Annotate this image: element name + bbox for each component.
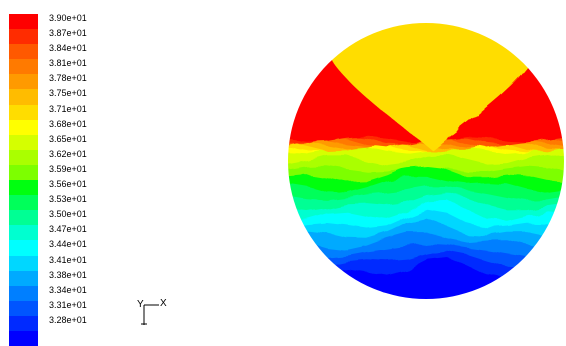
legend-row: 3.78e+01 [9, 73, 129, 90]
legend-label: 3.78e+01 [49, 73, 87, 84]
color-legend: 3.90e+01 3.87e+01 3.84e+01 3.81e+01 3.78e+01… [9, 13, 129, 346]
legend-swatch [9, 59, 38, 75]
legend-swatch [9, 285, 38, 301]
legend-label: 3.71e+01 [49, 103, 87, 114]
legend-label: 3.44e+01 [49, 239, 87, 250]
legend-label: 3.84e+01 [49, 43, 87, 54]
legend-label: 3.87e+01 [49, 28, 87, 39]
legend-row: 3.62e+01 [9, 148, 129, 165]
legend-row: 3.56e+01 [9, 179, 129, 196]
legend-row: 3.38e+01 [9, 269, 129, 286]
legend-swatch [9, 300, 38, 316]
axis-x-label: X [160, 298, 167, 309]
legend-label: 3.59e+01 [49, 163, 87, 174]
legend-row: 3.47e+01 [9, 224, 129, 241]
legend-label: 3.47e+01 [49, 224, 87, 235]
legend-row: 3.81e+01 [9, 58, 129, 75]
legend-row: 3.65e+01 [9, 133, 129, 150]
legend-swatch [9, 210, 38, 226]
legend-label: 3.34e+01 [49, 284, 87, 295]
contour-bands [288, 23, 564, 299]
axis-y-label: Y [137, 299, 144, 310]
legend-label: 3.90e+01 [49, 13, 87, 23]
legend-swatch [9, 119, 38, 135]
legend-label: 3.28e+01 [49, 314, 87, 325]
legend-swatch [9, 89, 38, 105]
axis-triad: Y X [137, 293, 177, 325]
legend-row [9, 330, 129, 346]
legend-swatch [9, 104, 38, 120]
legend-row: 3.68e+01 [9, 118, 129, 135]
legend-row: 3.31e+01 [9, 299, 129, 316]
contour-band [323, 23, 541, 150]
contour-disc [288, 23, 564, 299]
legend-swatch [9, 149, 38, 165]
legend-swatch [9, 315, 38, 331]
legend-swatch [9, 255, 38, 271]
legend-swatch [9, 240, 38, 256]
legend-row: 3.53e+01 [9, 194, 129, 211]
legend-label: 3.62e+01 [49, 148, 87, 159]
legend-row: 3.28e+01 [9, 314, 129, 331]
contour-plot [287, 22, 565, 300]
legend-label: 3.50e+01 [49, 209, 87, 220]
legend-row: 3.71e+01 [9, 103, 129, 120]
legend-label: 3.81e+01 [49, 58, 87, 69]
axis-triad-lines [141, 304, 159, 325]
legend-row: 3.44e+01 [9, 239, 129, 256]
legend-swatch [9, 180, 38, 196]
legend-label: 3.38e+01 [49, 269, 87, 280]
legend-swatch [9, 330, 38, 346]
legend-label: 3.31e+01 [49, 299, 87, 310]
legend-label: 3.53e+01 [49, 194, 87, 205]
legend-swatch [9, 270, 38, 286]
legend-label: 3.68e+01 [49, 118, 87, 129]
legend-swatch [9, 44, 38, 60]
legend-row: 3.34e+01 [9, 284, 129, 301]
legend-row: 3.75e+01 [9, 88, 129, 105]
legend-row: 3.84e+01 [9, 43, 129, 60]
legend-row: 3.50e+01 [9, 209, 129, 226]
legend-swatch [9, 74, 38, 90]
legend-row: 3.87e+01 [9, 28, 129, 45]
legend-label: 3.41e+01 [49, 254, 87, 265]
legend-row: 3.90e+01 [9, 13, 129, 30]
legend-swatch [9, 14, 38, 30]
legend-label: 3.75e+01 [49, 88, 87, 99]
legend-swatch [9, 195, 38, 211]
legend-row: 3.59e+01 [9, 163, 129, 181]
legend-row: 3.41e+01 [9, 254, 129, 271]
legend-swatch [9, 225, 38, 241]
legend-label: 3.56e+01 [49, 179, 87, 190]
legend-label: 3.65e+01 [49, 133, 87, 144]
legend-swatch [9, 29, 38, 45]
legend-swatch [9, 164, 38, 181]
legend-swatch [9, 134, 38, 150]
